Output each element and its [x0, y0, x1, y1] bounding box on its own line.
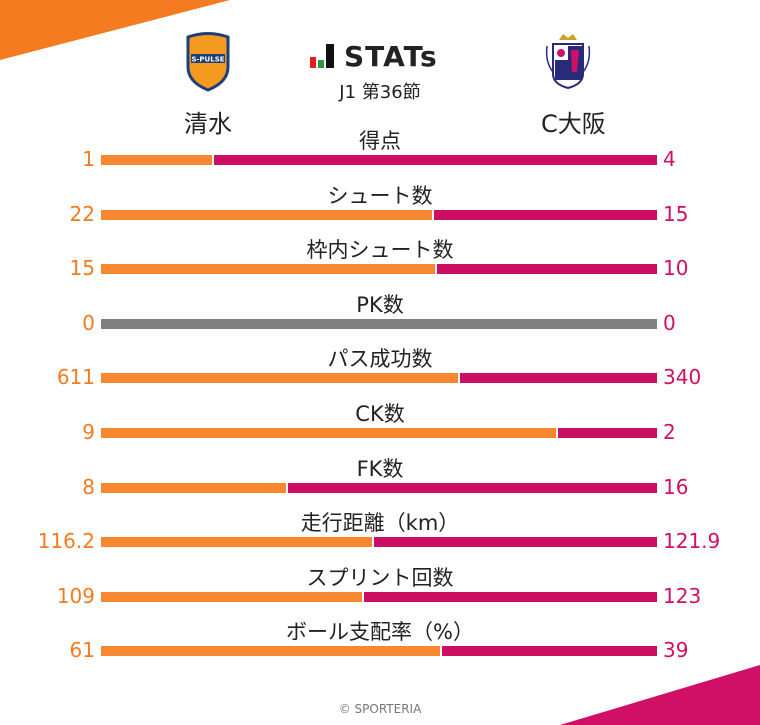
home-value: 1 — [82, 147, 95, 171]
stat-bar — [101, 428, 657, 438]
home-bar-segment — [101, 428, 556, 438]
stat-label: スプリント回数 — [306, 565, 454, 590]
away-bar-segment — [442, 646, 657, 657]
home-value: 0 — [82, 310, 95, 335]
home-bar-segment — [101, 591, 363, 602]
stat-bar — [101, 264, 657, 275]
away-value: 15 — [663, 201, 689, 226]
away-bar-segment — [214, 155, 657, 165]
away-value: 2 — [663, 420, 676, 444]
stat-label: PK数 — [356, 292, 404, 317]
stat-row: パス成功数 611 340 — [0, 343, 760, 398]
stat-label: ボール支配率（%） — [286, 620, 474, 645]
home-bar-segment — [101, 155, 213, 165]
stat-bar — [101, 646, 657, 657]
stat-label: CK数 — [355, 402, 405, 426]
away-team-name: C大阪 — [541, 110, 606, 138]
stat-row: CK数 9 2 — [0, 398, 760, 453]
home-value: 61 — [69, 638, 95, 663]
stat-label: 走行距離（km） — [300, 511, 460, 536]
away-bar-segment — [433, 209, 657, 220]
stats-brand: STATs — [310, 40, 438, 73]
home-value: 15 — [69, 256, 95, 281]
away-value: 39 — [663, 638, 689, 663]
home-value: 109 — [56, 583, 95, 608]
home-bar-segment — [101, 318, 657, 329]
round-label: J1 第36節 — [339, 82, 421, 103]
copyright: © SPORTERIA — [338, 702, 422, 716]
home-bar-segment — [101, 482, 287, 493]
stat-row: スプリント回数 109 123 — [0, 562, 760, 617]
shimizu-logo: S-PULSE — [186, 32, 230, 92]
home-bar-segment — [101, 373, 459, 384]
away-value: 340 — [663, 365, 702, 390]
stat-label: FK数 — [356, 456, 404, 481]
home-value: 9 — [82, 420, 95, 444]
stat-row: 得点 1 4 — [0, 125, 760, 180]
stat-row: FK数 8 16 — [0, 453, 760, 508]
stats-bars-icon — [310, 43, 334, 68]
home-value: 611 — [56, 365, 95, 390]
away-bar-segment — [557, 428, 657, 438]
stat-label: パス成功数 — [327, 347, 433, 372]
away-bar-segment — [364, 591, 657, 602]
away-value: 0 — [663, 310, 676, 335]
stat-bar — [101, 373, 657, 384]
home-bar-segment — [101, 264, 435, 275]
home-bar-segment — [101, 209, 432, 220]
stat-row: 枠内シュート数 15 10 — [0, 234, 760, 289]
stat-bar — [101, 209, 657, 220]
stat-label: 枠内シュート数 — [306, 238, 454, 263]
svg-text:S-PULSE: S-PULSE — [191, 56, 224, 64]
stat-row: 走行距離（km） 116.2 121.9 — [0, 507, 760, 562]
stat-row: ボール支配率（%） 61 39 — [0, 616, 760, 671]
home-bar-segment — [101, 537, 373, 548]
away-value: 16 — [663, 474, 689, 499]
corner-decoration-magenta — [560, 665, 760, 725]
away-value: 123 — [663, 583, 702, 608]
home-value: 116.2 — [37, 529, 95, 554]
stat-bar — [101, 482, 657, 493]
stat-label: 得点 — [359, 129, 401, 153]
stat-bar — [101, 537, 657, 548]
stat-label: シュート数 — [327, 183, 433, 208]
away-bar-segment — [436, 264, 657, 275]
stat-row: PK数 0 0 — [0, 289, 760, 344]
home-bar-segment — [101, 646, 441, 657]
cerezo-osaka-logo — [545, 34, 591, 90]
home-value: 22 — [69, 201, 95, 226]
away-value: 4 — [663, 147, 676, 171]
away-bar-segment — [374, 537, 657, 548]
away-value: 121.9 — [663, 529, 721, 554]
brand-text: STATs — [344, 40, 438, 73]
stat-bar — [101, 591, 657, 602]
away-bar-segment — [288, 482, 657, 493]
stat-bar — [101, 155, 657, 165]
away-bar-segment — [460, 373, 657, 384]
away-value: 10 — [663, 256, 689, 281]
home-team-name: 清水 — [184, 110, 232, 138]
stat-bar — [101, 318, 657, 329]
stat-row: シュート数 22 15 — [0, 180, 760, 235]
home-value: 8 — [82, 474, 95, 499]
